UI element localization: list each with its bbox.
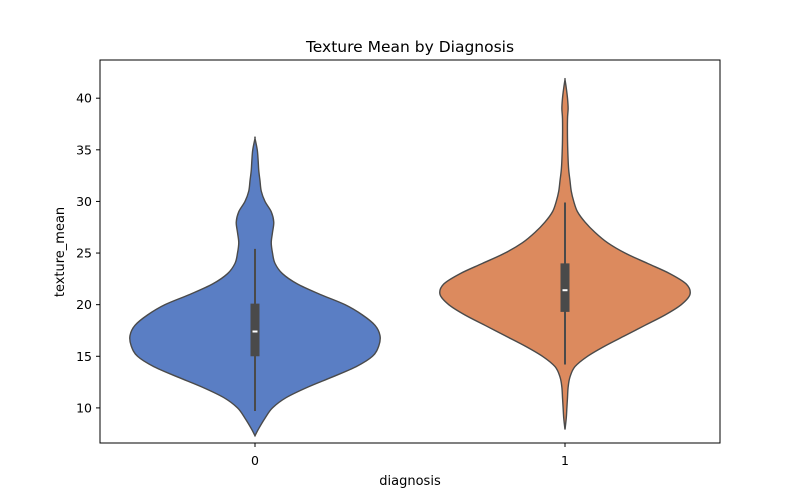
violin-iqr-box-1 xyxy=(560,263,570,312)
x-tick-label: 1 xyxy=(561,453,569,468)
violins-layer xyxy=(129,77,691,438)
y-tick-label: 10 xyxy=(76,400,92,415)
violin-iqr-box-0 xyxy=(250,303,260,357)
x-axis-label: diagnosis xyxy=(379,474,441,489)
y-tick-label: 15 xyxy=(76,349,92,364)
x-tick-label: 0 xyxy=(251,453,259,468)
y-axis-label: texture_mean xyxy=(53,207,68,297)
y-axis: 10 15 20 25 30 35 40 xyxy=(76,91,100,415)
y-tick-label: 30 xyxy=(76,194,92,209)
y-tick-label: 35 xyxy=(76,142,92,157)
chart-title: Texture Mean by Diagnosis xyxy=(305,38,514,56)
y-tick-label: 25 xyxy=(76,246,92,261)
y-tick-label: 20 xyxy=(76,297,92,312)
plot-frame xyxy=(99,59,721,444)
y-tick-label: 40 xyxy=(76,91,92,106)
